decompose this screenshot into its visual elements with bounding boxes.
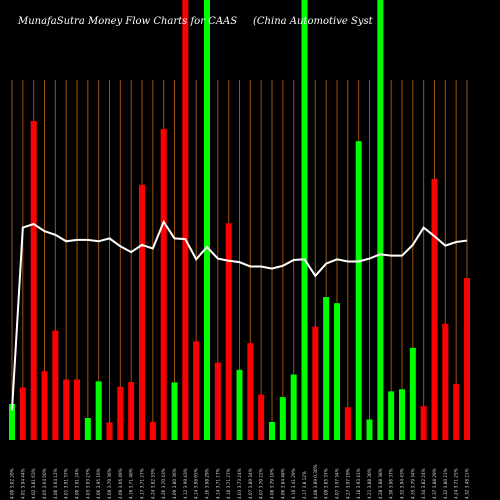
money-flow-bar [377, 0, 384, 440]
bars [9, 0, 470, 440]
money-flow-bar [225, 223, 232, 440]
money-flow-bar [355, 141, 362, 440]
money-flow-bar [442, 323, 449, 440]
x-tick-label: 4.00 3.91 24% [75, 468, 80, 499]
money-flow-bar [95, 381, 102, 440]
money-flow-bar [279, 397, 286, 440]
chart-title-right: (China Automotive Syst [253, 16, 374, 27]
x-tick-label: 4.03 3.93 27% [85, 468, 90, 499]
x-tick-label: 4.10 3.41 29% [291, 468, 296, 499]
money-flow-bar [106, 422, 113, 440]
x-tick-label: 4.21 3.88 30% [367, 468, 372, 499]
money-flow-bar [84, 418, 91, 440]
money-flow-bar [204, 0, 210, 440]
x-tick-label: 4.24 3.82 33% [150, 468, 155, 499]
money-flow-bar [9, 404, 15, 440]
chart-title-left: MunafaSutra Money Flow Charts for CAAS [17, 16, 237, 27]
x-tick-label: 4.05 3.64 50% [42, 468, 47, 499]
money-flow-bar [366, 419, 373, 440]
x-tick-label: 4.09 3.85 37% [324, 468, 329, 499]
money-flow-bar [301, 0, 308, 440]
x-tick-label: 4.37 3.88 29% [432, 468, 437, 499]
money-flow-bar [214, 362, 221, 440]
money-flow-bar [247, 343, 254, 440]
x-tick-label: 4.16 3.98 29% [205, 468, 210, 499]
money-flow-bar [74, 379, 80, 440]
x-tick-label: 4.08 3.79 10% [270, 468, 275, 499]
x-tick-label: 4.01 3.91 37% [64, 468, 69, 499]
x-tick-label: 4.06 3.84 48% [280, 468, 285, 499]
money-flow-bar [431, 179, 438, 440]
money-flow-bar [171, 382, 178, 440]
money-flow-bar [128, 382, 135, 440]
x-tick-label: 4.27 3.97 19% [345, 468, 350, 499]
money-flow-line [11, 219, 468, 411]
money-flow-bar [420, 406, 427, 440]
money-flow-bar [63, 379, 70, 440]
x-tick-label: 4.32 3.94 43% [400, 468, 405, 499]
x-tick-label: 4.00 3.64 12% [53, 468, 58, 499]
money-flow-bar [269, 422, 275, 440]
money-flow-bar [453, 383, 460, 440]
money-flow-bar [344, 407, 351, 440]
x-tick-label: 4.07 3.97 34% [335, 468, 340, 499]
x-tick-label: 4.03 3.73 24% [237, 468, 242, 499]
x-tick-label: 4.08 3.89 0.30% [313, 464, 318, 499]
money-flow-bar [19, 387, 26, 440]
x-tick-label: 4.01 3.94 44% [20, 468, 25, 499]
x-tick-label: 4.09 3.80 36% [172, 468, 177, 499]
x-tick-label: 4.26 3.70 43% [161, 468, 166, 499]
x-tick-label: 4.06 3.95 16% [96, 468, 101, 499]
money-flow-bar [41, 371, 48, 440]
x-tick-label: 4.34 3.82 24% [421, 468, 426, 499]
x-tick-label: 4.35 3.79 34% [410, 468, 415, 499]
x-tick-label: 4.32 3.48 21% [465, 468, 470, 499]
money-flow-bar [464, 278, 470, 440]
x-tick-label: 4.10 3.71 27% [226, 468, 231, 499]
x-tick-label: 4.17 3.71 27% [140, 468, 145, 499]
x-tick-label: 4.07 3.70 22% [259, 468, 264, 499]
money-flow-bar [334, 303, 340, 440]
money-flow-bar [139, 184, 145, 440]
x-tick-label: 4.17 3.8 12% [302, 471, 307, 499]
money-flow-bar [312, 326, 319, 440]
x-tick-label: 4.09 3.79 36% [107, 468, 112, 499]
money-flow-bar [290, 374, 297, 440]
x-tick-label: 4.24 3.71 25% [454, 468, 459, 499]
x-tick-label: 4.00 3.02 20% [10, 468, 15, 499]
money-flow-bar [52, 330, 59, 440]
money-flow-bar [160, 128, 167, 440]
x-tick-label: 4.12 3.99 43% [183, 468, 188, 499]
x-tick-label: 4.32 3.80 21% [443, 468, 448, 499]
x-tick-label: 4.07 3.89 34% [248, 468, 253, 499]
money-flow-bar [30, 121, 37, 440]
money-flow-bar [258, 394, 265, 440]
money-flow-bar [182, 0, 189, 440]
x-tick-label: 4.14 3.71 17% [215, 468, 220, 499]
x-tick-label: 4.02 3.81 63% [31, 468, 36, 499]
money-flow-bar [236, 369, 243, 440]
x-tick-label: 4.18 3.93 41% [356, 468, 361, 499]
x-tick-label: 4.30 3.96 37% [389, 468, 394, 499]
money-flow-bar [149, 422, 156, 440]
money-flow-bar [193, 341, 200, 440]
money-flow-bar [117, 386, 124, 440]
x-tick-labels: 4.00 3.02 20% 4.01 3.94 44% 4.02 3.81 63% 4… [10, 464, 470, 499]
money-flow-bar [388, 391, 395, 440]
x-tick-label: 4.09 3.66 49% [118, 468, 123, 499]
money-flow-bar [409, 347, 416, 440]
money-flow-bar [399, 389, 405, 440]
x-tick-label: 4.28 3.88 38% [378, 468, 383, 499]
x-tick-label: 4.14 3.98 65% [194, 468, 199, 499]
x-tick-label: 4.16 3.71 40% [129, 468, 134, 499]
money-flow-bar [323, 297, 330, 440]
